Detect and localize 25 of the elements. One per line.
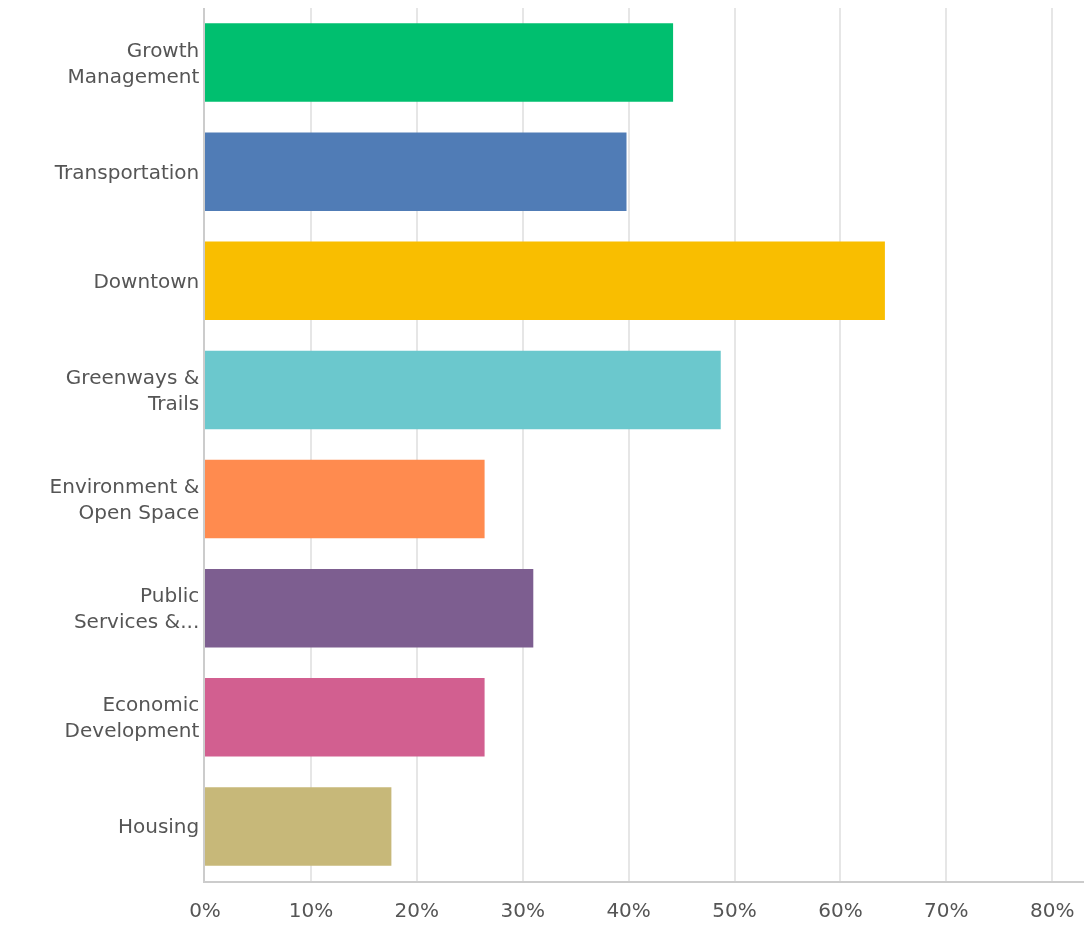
bar: [205, 241, 885, 321]
bar: [205, 23, 674, 102]
y-tick-label: Greenways & Trails: [65, 364, 200, 415]
bar: [205, 132, 627, 211]
y-tick-label: Growth Management: [67, 37, 200, 88]
y-tick-label: Economic Development: [64, 692, 200, 743]
y-tick-label: Environment & Open Space: [49, 474, 200, 525]
y-tick-label: Downtown: [93, 268, 200, 293]
bar: [205, 350, 721, 430]
x-tick-label: 50%: [712, 897, 757, 922]
x-tick-label: 30%: [500, 897, 545, 922]
x-tick-label: 0%: [189, 897, 221, 922]
x-tick-label: 20%: [394, 897, 440, 922]
bar: [205, 787, 392, 866]
y-tick-label: Transportation: [53, 159, 200, 184]
y-tick-label: Public Services &...: [73, 583, 200, 634]
x-tick-label: 40%: [606, 897, 651, 922]
x-tick-label: 60%: [818, 897, 863, 922]
bar: [205, 459, 485, 539]
bar: [205, 568, 534, 648]
x-tick-label: 10%: [288, 897, 334, 922]
x-tick-label: 70%: [924, 897, 969, 922]
y-tick-label: Housing: [117, 814, 200, 839]
x-tick-label: 80%: [1030, 897, 1075, 922]
bar: [205, 678, 485, 757]
